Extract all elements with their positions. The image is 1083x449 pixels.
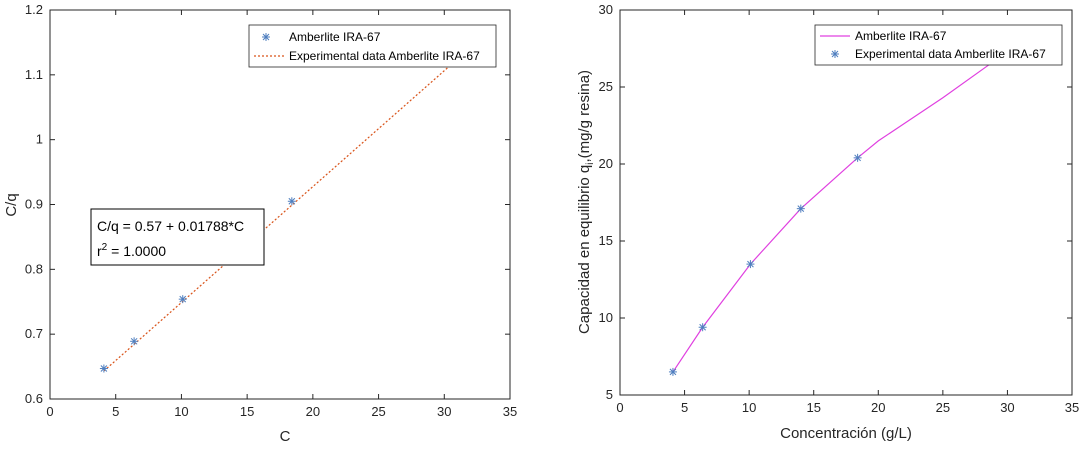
y-tick-label-left: 0.8 xyxy=(25,261,43,276)
legend-label-right-1: Amberlite IRA-67 xyxy=(855,29,947,43)
ticks-left: 0 5 10 15 20 25 30 35 0.6 0.7 0.8 0.9 1 1.1 1.2 xyxy=(25,2,517,419)
plot-frame-left xyxy=(49,9,511,400)
data-point-left xyxy=(287,197,296,206)
data-point-right xyxy=(853,153,862,162)
legend-label-left-1: Amberlite IRA-67 xyxy=(289,30,381,44)
y-tick-label-left: 1.2 xyxy=(25,2,43,17)
data-point-left xyxy=(99,364,108,373)
x-tick-label-left: 0 xyxy=(46,404,53,419)
x-tick-label-right: 25 xyxy=(936,400,950,415)
y-axis-label-right-end: ,(mg/g resina) xyxy=(576,70,593,163)
legend-frame-left xyxy=(248,24,497,68)
y-axis-label-right-sub: i xyxy=(585,163,596,165)
data-point-right xyxy=(746,260,755,269)
annotation-r-exponent: 2 xyxy=(102,242,108,253)
x-tick-label-right: 20 xyxy=(871,400,885,415)
annotation-line2: r2 = 1.0000 xyxy=(97,242,166,259)
annotation-r: r xyxy=(97,243,102,259)
data-point-left xyxy=(178,295,187,304)
x-tick-label-right: 35 xyxy=(1065,400,1079,415)
plot-area-left xyxy=(50,10,510,399)
y-axis-label-right-main: Capacidad en equilibrio q xyxy=(576,165,593,334)
plot-frame-right xyxy=(619,9,1073,396)
x-tick-label-left: 15 xyxy=(240,404,254,419)
marks-right xyxy=(668,60,995,376)
x-axis-label-right: Concentración (g/L) xyxy=(780,425,912,442)
y-tick-label-left: 1 xyxy=(36,132,43,147)
data-point-right xyxy=(796,204,805,213)
annotation-line1: C/q = 0.57 + 0.01788*C xyxy=(97,218,244,234)
x-tick-label-right: 15 xyxy=(806,400,820,415)
x-tick-label-right: 0 xyxy=(616,400,623,415)
series-line-left-1 xyxy=(103,64,452,372)
y-axis-label-left: C/q xyxy=(3,193,20,216)
y-axis-label-right: Capacidad en equilibrio qi,(mg/g resina) xyxy=(576,70,596,334)
y-tick-label-left: 1.1 xyxy=(25,67,43,82)
legend-label-left-2: Experimental data Amberlite IRA-67 xyxy=(289,49,480,63)
x-tick-label-left: 5 xyxy=(112,404,119,419)
x-tick-label-left: 35 xyxy=(503,404,517,419)
legend-right: Amberlite IRA-67 Experimental data Amber… xyxy=(814,24,1063,66)
y-tick-label-left: 0.9 xyxy=(25,197,43,212)
x-axis-label-left: C xyxy=(280,428,291,445)
x-tick-label-right: 30 xyxy=(1000,400,1014,415)
legend-marker-asterisk-right xyxy=(831,50,839,58)
data-point-right xyxy=(668,367,677,376)
legend-left: Amberlite IRA-67 Experimental data Amber… xyxy=(248,24,497,68)
annotation-box: C/q = 0.57 + 0.01788*C r2 = 1.0000 xyxy=(90,208,265,266)
y-tick-label-right: 20 xyxy=(599,156,613,171)
y-tick-label-right: 15 xyxy=(599,233,613,248)
data-point-left xyxy=(130,337,139,346)
plot-area-right xyxy=(620,10,1072,395)
y-tick-label-right: 10 xyxy=(599,310,613,325)
data-point-right xyxy=(698,323,707,332)
y-tick-label-right: 5 xyxy=(606,387,613,402)
x-tick-label-right: 10 xyxy=(742,400,756,415)
y-tick-label-right: 25 xyxy=(599,79,613,94)
x-tick-label-left: 20 xyxy=(306,404,320,419)
x-tick-label-left: 30 xyxy=(437,404,451,419)
y-tick-label-left: 0.7 xyxy=(25,326,43,341)
series-line-right-0 xyxy=(672,60,995,373)
legend-label-right-2: Experimental data Amberlite IRA-67 xyxy=(855,47,1046,61)
y-tick-label-right: 30 xyxy=(599,2,613,17)
legend-frame-right xyxy=(814,24,1063,66)
annotation-r-value: = 1.0000 xyxy=(107,243,166,259)
x-tick-label-right: 5 xyxy=(681,400,688,415)
chart-left: 0 5 10 15 20 25 30 35 0.6 0.7 0.8 0.9 1 1.1 1.2 C C/q … xyxy=(3,2,517,445)
annotation-frame xyxy=(90,208,265,266)
x-tick-label-left: 10 xyxy=(174,404,188,419)
y-tick-label-left: 0.6 xyxy=(25,391,43,406)
x-tick-label-left: 25 xyxy=(371,404,385,419)
legend-marker-asterisk-left xyxy=(262,33,270,41)
